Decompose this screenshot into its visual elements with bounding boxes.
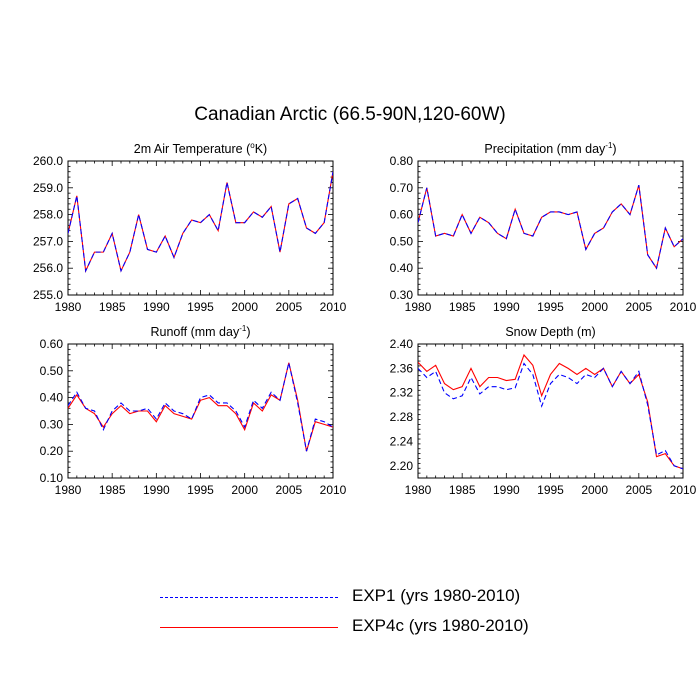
y-tick-label: 0.50 [40,364,64,378]
legend-entry-exp1: EXP1 (yrs 1980-2010) [160,584,580,614]
x-tick-label: 1980 [405,483,432,497]
x-tick-label: 2000 [231,300,258,314]
chart-panel-4: Snow Depth (m) 1980 1985 1990 1995 2000 2005 20… [390,325,697,497]
x-tick-label: 2005 [275,483,302,497]
plot-frame [417,160,684,296]
x-tick-label: 1985 [449,300,476,314]
legend-swatch-exp1 [160,597,338,598]
panel-title: Precipitation (mm day-1) [484,141,616,156]
y-tick-label: 2.24 [390,434,414,448]
panel-title: 2m Air Temperature (oK) [134,141,267,156]
panel-title: Snow Depth (m) [505,325,595,339]
x-tick-label: 2010 [320,483,347,497]
x-tick-label: 1985 [99,483,126,497]
legend: EXP1 (yrs 1980-2010) EXP4c (yrs 1980-201… [160,584,580,674]
x-tick-label: 1995 [187,483,214,497]
series-line-exp1 [418,184,683,270]
y-tick-label: 258.0 [33,208,63,222]
y-tick-label: 0.60 [40,337,64,351]
series-line-exp1 [68,171,333,273]
x-tick-label: 2010 [320,300,347,314]
x-tick-label: 1990 [143,300,170,314]
y-tick-label: 260.0 [33,154,63,168]
y-tick-label: 0.80 [390,154,414,168]
series-line-exp4c [68,171,333,273]
series-line-exp1 [68,362,333,452]
legend-label-exp4c: EXP4c (yrs 1980-2010) [352,616,529,635]
x-tick-label: 1990 [493,483,520,497]
x-tick-label: 1985 [99,300,126,314]
x-tick-label: 2005 [275,300,302,314]
x-tick-label: 2010 [670,300,697,314]
legend-entry-exp4c: EXP4c (yrs 1980-2010) [160,614,580,644]
x-tick-label: 2010 [670,483,697,497]
y-tick-label: 2.32 [390,386,414,400]
y-tick-label: 0.60 [390,208,414,222]
plot-frame [67,160,334,296]
y-tick-label: 0.20 [40,444,64,458]
x-tick-label: 1980 [405,300,432,314]
y-tick-label: 2.20 [390,459,414,473]
y-tick-label: 255.0 [33,288,63,302]
x-tick-label: 1990 [493,300,520,314]
x-tick-label: 2005 [625,483,652,497]
x-tick-label: 2000 [231,483,258,497]
y-tick-label: 0.40 [390,261,414,275]
y-tick-label: 2.40 [390,337,414,351]
x-tick-label: 1980 [55,300,82,314]
series-line-exp4c [418,353,683,470]
x-tick-label: 1995 [537,300,564,314]
y-tick-label: 259.0 [33,181,63,195]
y-tick-label: 0.30 [40,417,64,431]
chart-panel-2: Precipitation (mm day-1) 1980 1985 1990 1995… [390,141,697,314]
panel-title: Runoff (mm day-1) [151,324,251,339]
y-tick-label: 0.40 [40,391,64,405]
series-line-exp4c [68,362,333,452]
x-tick-label: 1990 [143,483,170,497]
legend-label-exp1: EXP1 (yrs 1980-2010) [352,586,521,605]
y-tick-label: 257.0 [33,234,63,248]
chart-panel-1: 2m Air Temperature (oK) 1980 1985 1990 1995 2… [33,141,347,314]
x-tick-label: 2000 [581,483,608,497]
y-tick-label: 2.28 [390,410,414,424]
x-tick-label: 1995 [537,483,564,497]
plot-frame [67,343,334,479]
y-tick-label: 0.30 [390,288,414,302]
plot-frame [417,343,684,479]
x-tick-label: 1980 [55,483,82,497]
y-tick-label: 2.36 [390,361,414,375]
x-tick-label: 1995 [187,300,214,314]
x-tick-label: 1985 [449,483,476,497]
y-tick-label: 0.50 [390,234,414,248]
legend-swatch-exp4c [160,627,338,628]
y-tick-label: 0.10 [40,471,64,485]
y-tick-label: 0.70 [390,181,414,195]
x-tick-label: 2005 [625,300,652,314]
figure-title: Canadian Arctic (66.5-90N,120-60W) [194,104,506,125]
series-line-exp1 [418,362,683,470]
chart-panel-3: Runoff (mm day-1) 1980 1985 1990 1995 2000 200… [40,324,347,497]
y-tick-label: 256.0 [33,261,63,275]
x-tick-label: 2000 [581,300,608,314]
